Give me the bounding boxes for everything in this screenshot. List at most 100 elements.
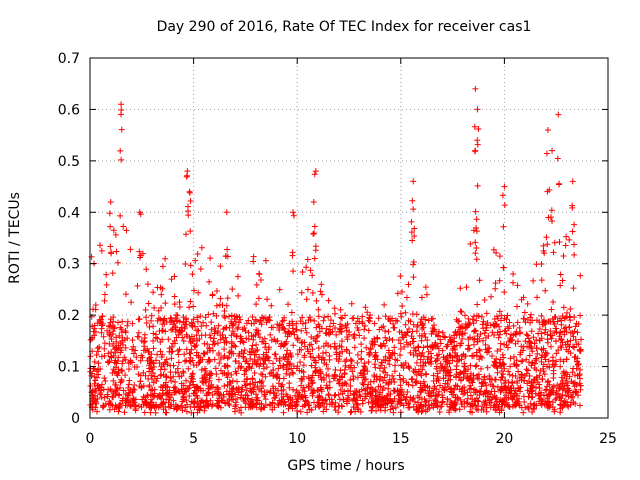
data-point: [435, 391, 442, 398]
data-point: [168, 276, 175, 283]
data-point: [440, 354, 447, 361]
data-point: [520, 409, 527, 416]
data-point: [358, 341, 365, 348]
data-point: [130, 395, 137, 402]
data-point: [404, 329, 411, 336]
data-point: [308, 386, 315, 393]
data-point: [313, 338, 320, 345]
data-point: [374, 356, 381, 363]
data-point: [265, 346, 272, 353]
data-point: [312, 168, 319, 175]
data-point: [458, 340, 465, 347]
data-point: [338, 338, 345, 345]
data-point: [505, 389, 512, 396]
data-point: [490, 321, 497, 328]
data-point: [176, 327, 183, 334]
data-point: [175, 351, 182, 358]
data-point: [468, 377, 475, 384]
data-point: [408, 218, 415, 225]
data-point: [378, 401, 385, 408]
data-point: [91, 374, 98, 381]
data-point: [494, 329, 501, 336]
data-point: [540, 365, 547, 372]
data-point: [572, 388, 579, 395]
data-point: [542, 287, 549, 294]
data-point: [181, 358, 188, 365]
data-point: [130, 385, 137, 392]
data-point: [235, 292, 242, 299]
data-point: [299, 314, 306, 321]
data-point: [365, 327, 372, 334]
data-point: [547, 328, 554, 335]
data-point: [315, 313, 322, 320]
data-point: [223, 209, 230, 216]
data-point: [578, 336, 585, 343]
data-point: [167, 369, 174, 376]
data-point: [112, 231, 119, 238]
data-point: [372, 400, 379, 407]
data-point: [394, 357, 401, 364]
data-point: [99, 404, 106, 411]
data-point: [515, 395, 522, 402]
data-point: [496, 253, 503, 260]
data-point: [435, 388, 442, 395]
data-point: [409, 237, 416, 244]
data-point: [354, 351, 361, 358]
data-point: [534, 294, 541, 301]
data-point: [262, 257, 269, 264]
data-point: [323, 325, 330, 332]
data-point: [151, 373, 158, 380]
data-point: [249, 314, 256, 321]
data-point: [188, 398, 195, 405]
data-point: [337, 386, 344, 393]
data-point: [231, 391, 238, 398]
data-point: [410, 338, 417, 345]
data-point: [162, 255, 169, 262]
data-point: [194, 409, 201, 416]
data-point: [475, 126, 482, 133]
data-point: [313, 297, 320, 304]
data-point: [208, 326, 215, 333]
data-point: [261, 335, 268, 342]
data-point: [423, 371, 430, 378]
data-point: [107, 199, 114, 205]
data-point: [392, 404, 399, 411]
data-point: [309, 290, 316, 297]
data-point: [276, 286, 283, 293]
data-point: [377, 407, 384, 414]
data-point: [251, 384, 258, 391]
data-point: [167, 315, 174, 322]
data-point: [490, 362, 497, 369]
data-point: [138, 384, 145, 391]
data-point: [368, 395, 375, 402]
data-point: [430, 377, 437, 384]
data-point: [246, 401, 253, 408]
data-point: [525, 393, 532, 400]
data-point: [294, 335, 301, 342]
data-point: [99, 313, 106, 320]
data-point: [493, 398, 500, 405]
data-point: [503, 316, 510, 323]
data-point: [505, 325, 512, 332]
data-point: [318, 388, 325, 395]
data-point: [150, 323, 157, 330]
data-point: [187, 262, 194, 269]
data-point: [311, 230, 318, 237]
data-point: [479, 321, 486, 328]
data-point: [180, 337, 187, 344]
data-point: [100, 403, 107, 410]
data-point: [390, 409, 397, 416]
data-point: [112, 357, 119, 364]
data-point: [154, 317, 161, 324]
data-point: [137, 372, 144, 379]
data-point: [402, 331, 409, 338]
data-point: [259, 378, 266, 385]
data-point: [399, 362, 406, 369]
data-point: [188, 375, 195, 382]
data-point: [529, 359, 536, 366]
data-point: [143, 266, 150, 273]
data-point: [462, 367, 469, 374]
data-point: [144, 357, 151, 364]
data-point: [253, 341, 260, 348]
data-point: [194, 318, 201, 325]
